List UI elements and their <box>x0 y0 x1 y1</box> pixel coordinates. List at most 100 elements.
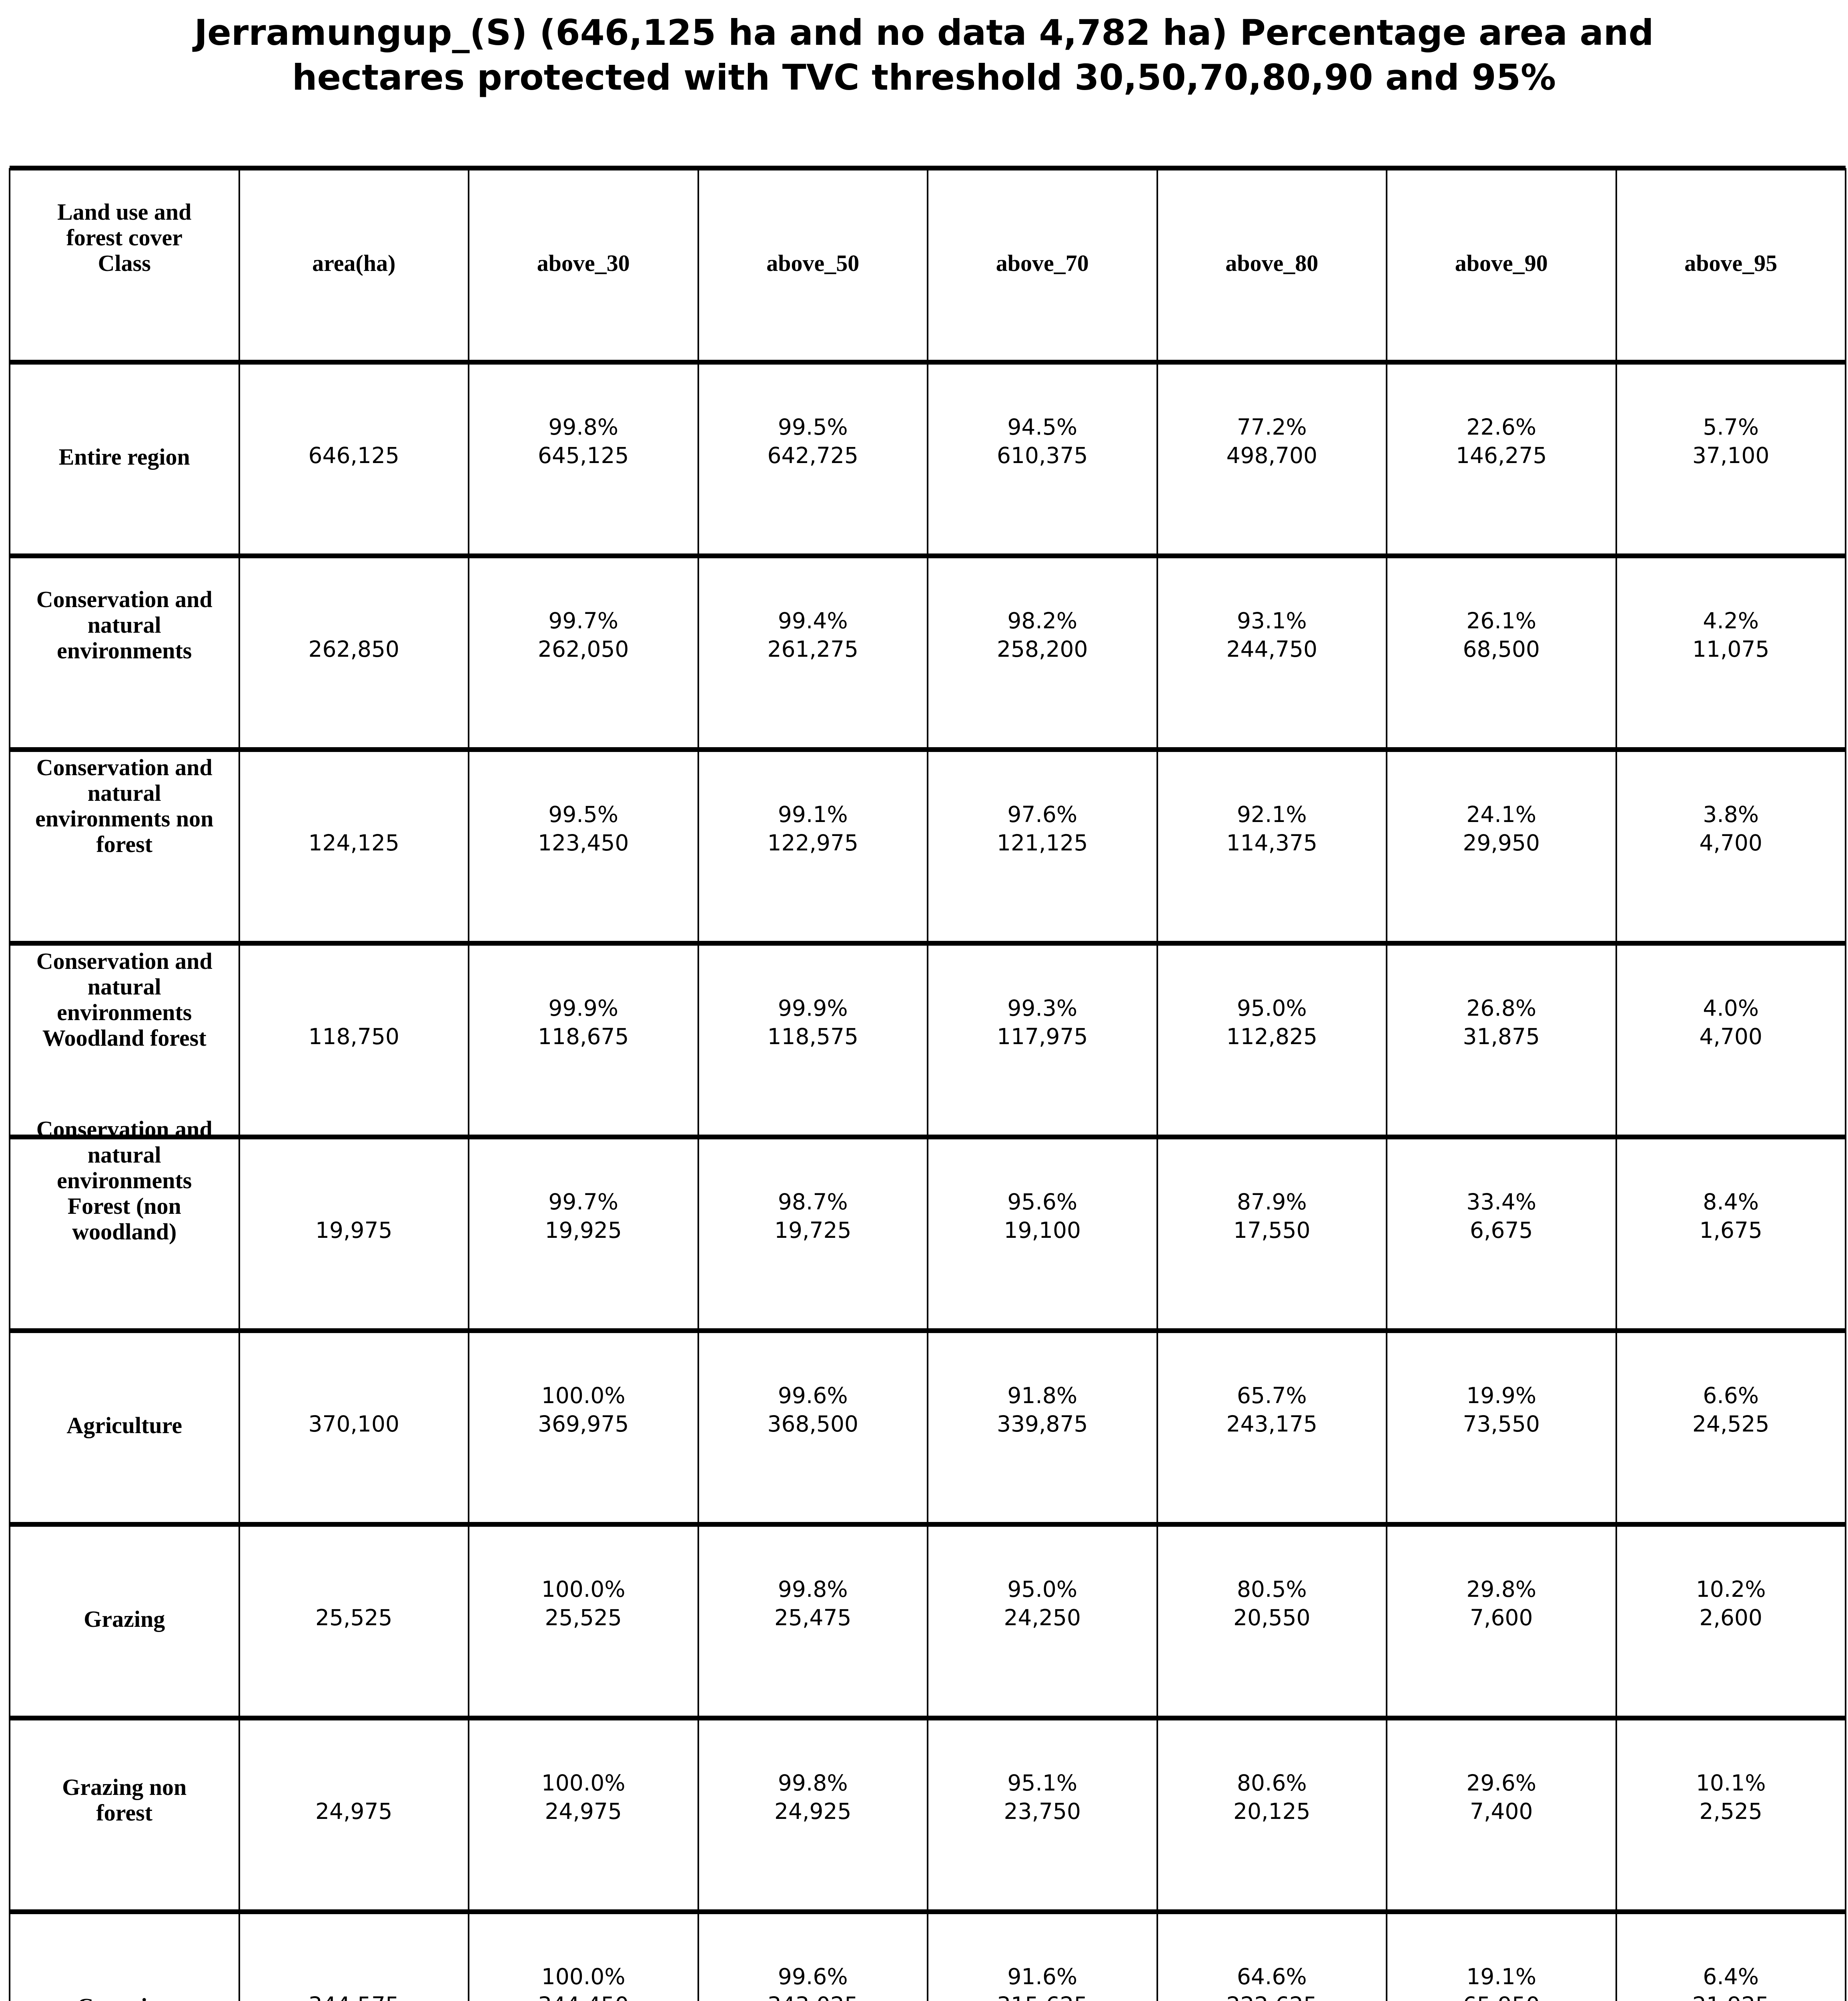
cell-area-text: 370,100 <box>308 1411 399 1437</box>
cell-area: 344,575 <box>239 1912 469 2001</box>
table-grid-vline <box>927 168 928 2001</box>
cell-above_90-text: 29.8% 7,600 <box>1466 1576 1537 1630</box>
table-row: Conservation and natural environments Wo… <box>10 943 1846 1137</box>
cell-above_95-text: 8.4% 1,675 <box>1699 1189 1762 1243</box>
cell-above_30: 100.0% 344,450 <box>469 1912 698 2001</box>
cell-above_70: 95.1% 23,750 <box>928 1718 1157 1912</box>
cell-above_70-text: 95.6% 19,100 <box>1004 1189 1081 1243</box>
cell-above_70-text: 91.8% 339,875 <box>997 1383 1088 1437</box>
table-grid-vline <box>239 168 240 2001</box>
cell-above_95-text: 6.4% 21,925 <box>1692 1964 1769 2001</box>
cell-above_80: 95.0% 112,825 <box>1157 943 1387 1137</box>
cell-above_95-text: 6.6% 24,525 <box>1692 1383 1770 1437</box>
cell-above_90-text: 19.1% 65,950 <box>1463 1964 1540 2001</box>
cell-area: 25,525 <box>239 1524 469 1718</box>
cell-above_50: 99.8% 24,925 <box>698 1718 928 1912</box>
cell-above_95: 10.1% 2,525 <box>1616 1718 1846 1912</box>
cell-above_30: 99.8% 645,125 <box>469 362 698 556</box>
header-cell-areaha: area(ha) <box>239 168 469 362</box>
table-grid-vline <box>9 168 10 2001</box>
cell-above_90: 29.6% 7,400 <box>1387 1718 1616 1912</box>
cell-above_70-text: 98.2% 258,200 <box>997 608 1088 662</box>
cell-above_90: 22.6% 146,275 <box>1387 362 1616 556</box>
header-cell-above_30-text: above_30 <box>537 250 630 276</box>
cell-above_30: 100.0% 369,975 <box>469 1331 698 1524</box>
table-grid-vline <box>1615 168 1617 2001</box>
cell-above_95: 3.8% 4,700 <box>1616 750 1846 943</box>
row-label: Entire region <box>10 362 239 556</box>
row-label: Conservation and natural environments no… <box>10 750 239 943</box>
cell-above_50-text: 99.8% 24,925 <box>774 1770 852 1824</box>
cell-area-text: 262,850 <box>308 636 399 662</box>
row-label-text: Agriculture <box>66 1412 182 1438</box>
cell-area-text: 19,975 <box>315 1217 393 1243</box>
table-row: Conservation and natural environments Fo… <box>10 1117 1846 1331</box>
cell-above_90-text: 26.8% 31,875 <box>1463 995 1540 1049</box>
table-grid-vline <box>1386 168 1387 2001</box>
table-grid-hline <box>10 1522 1846 1527</box>
table-grid-hline <box>10 1716 1846 1720</box>
cell-area-text: 25,525 <box>315 1605 393 1630</box>
cell-above_50: 99.4% 261,275 <box>698 556 928 750</box>
cell-above_80: 64.6% 222,625 <box>1157 1912 1387 2001</box>
row-label: Grazing <box>10 1524 239 1718</box>
cell-above_80-text: 64.6% 222,625 <box>1227 1964 1317 2001</box>
cell-above_70: 91.8% 339,875 <box>928 1331 1157 1524</box>
row-label: Conservation and natural environments <box>10 556 239 750</box>
cell-above_90-text: 26.1% 68,500 <box>1463 608 1540 662</box>
cell-above_95-text: 10.1% 2,525 <box>1696 1770 1766 1824</box>
cell-above_50-text: 98.7% 19,725 <box>774 1189 852 1243</box>
cell-above_90: 19.1% 65,950 <box>1387 1912 1616 2001</box>
cell-above_30: 99.7% 19,925 <box>469 1137 698 1331</box>
cell-above_50-text: 99.6% 368,500 <box>767 1383 858 1437</box>
table-row: Cropping 344,575 100.0% 344,450 99.6% 343,0… <box>10 1912 1846 2001</box>
row-label: Cropping <box>10 1912 239 2001</box>
data-table: Land use and forest cover Class area(ha) a… <box>9 166 1846 2001</box>
cell-above_30-text: 100.0% 24,975 <box>541 1770 625 1824</box>
table-grid-hline <box>10 941 1846 946</box>
cell-above_80-text: 77.2% 498,700 <box>1226 414 1317 468</box>
cell-above_80-text: 92.1% 114,375 <box>1226 802 1317 856</box>
cell-above_80: 80.5% 20,550 <box>1157 1524 1387 1718</box>
table-row: Conservation and natural environments 262… <box>10 556 1846 750</box>
cell-above_50-text: 99.9% 118,575 <box>767 995 858 1049</box>
cell-above_70: 95.0% 24,250 <box>928 1524 1157 1718</box>
header-cell-above_95: above_95 <box>1616 168 1846 362</box>
row-label: Conservation and natural environments Fo… <box>10 1117 239 1331</box>
row-label: Agriculture <box>10 1331 239 1524</box>
cell-above_50: 99.1% 122,975 <box>698 750 928 943</box>
cell-above_70-text: 99.3% 117,975 <box>997 995 1088 1049</box>
cell-above_30-text: 100.0% 344,450 <box>538 1964 629 2001</box>
cell-above_80-text: 65.7% 243,175 <box>1226 1383 1317 1437</box>
cell-above_30: 100.0% 25,525 <box>469 1524 698 1718</box>
cell-above_80: 77.2% 498,700 <box>1157 362 1387 556</box>
header-cell-above_50-text: above_50 <box>766 250 860 276</box>
table-row: Conservation and natural environments no… <box>10 750 1846 943</box>
cell-above_50-text: 99.5% 642,725 <box>767 414 858 468</box>
cell-above_90: 24.1% 29,950 <box>1387 750 1616 943</box>
cell-above_80: 93.1% 244,750 <box>1157 556 1387 750</box>
cell-above_95: 10.2% 2,600 <box>1616 1524 1846 1718</box>
cell-above_50: 99.6% 368,500 <box>698 1331 928 1524</box>
cell-area: 370,100 <box>239 1331 469 1524</box>
cell-above_70: 98.2% 258,200 <box>928 556 1157 750</box>
header-cell-above_80-text: above_80 <box>1225 250 1319 276</box>
table-grid-vline <box>698 168 699 2001</box>
cell-above_50: 99.9% 118,575 <box>698 943 928 1137</box>
cell-area: 262,850 <box>239 556 469 750</box>
cell-above_80-text: 87.9% 17,550 <box>1233 1189 1311 1243</box>
header-cell-class: Land use and forest cover Class <box>10 168 239 362</box>
cell-above_70: 94.5% 610,375 <box>928 362 1157 556</box>
header-cell-above_50: above_50 <box>698 168 928 362</box>
table-grid-hline <box>10 1135 1846 1139</box>
cell-above_50-text: 99.6% 343,025 <box>768 1964 858 2001</box>
cell-above_80-text: 80.5% 20,550 <box>1233 1576 1311 1630</box>
cell-above_70: 99.3% 117,975 <box>928 943 1157 1137</box>
header-cell-above_70-text: above_70 <box>996 250 1089 276</box>
table-grid-vline <box>1157 168 1158 2001</box>
table-header-row: Land use and forest cover Class area(ha) a… <box>10 168 1846 362</box>
cell-above_90-text: 24.1% 29,950 <box>1463 802 1540 856</box>
cell-above_50-text: 99.8% 25,475 <box>774 1576 852 1630</box>
cell-area: 646,125 <box>239 362 469 556</box>
